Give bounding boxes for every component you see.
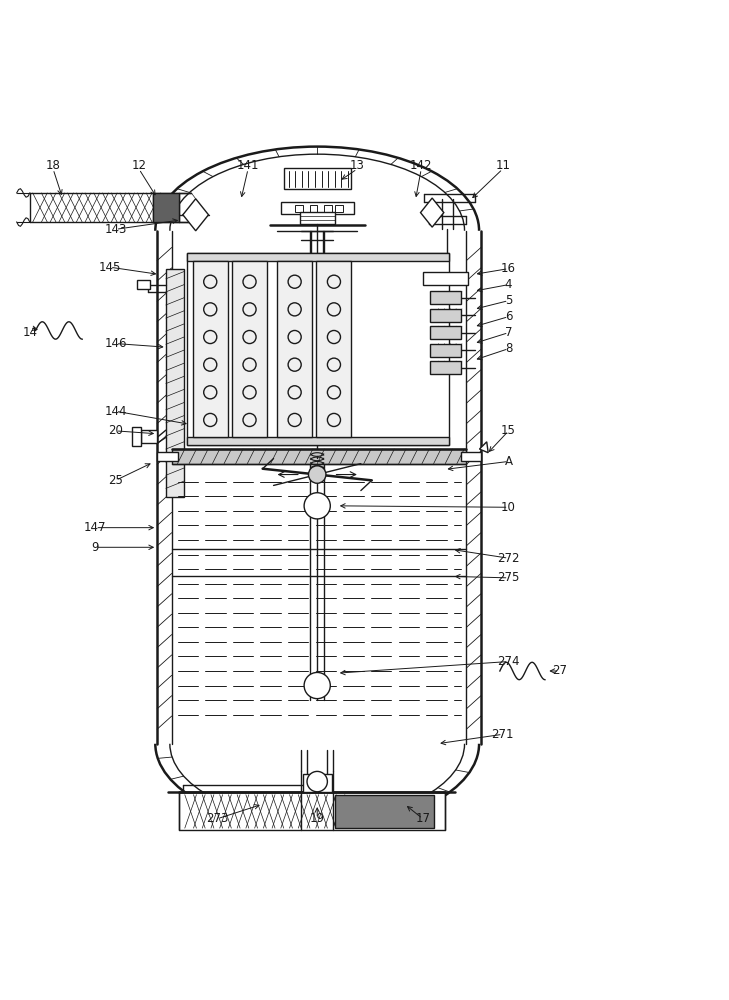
Text: 272: 272 bbox=[497, 552, 520, 565]
Text: 7: 7 bbox=[504, 326, 512, 339]
Bar bbox=[187, 253, 449, 445]
Bar bbox=[316, 261, 351, 437]
Bar bbox=[187, 437, 449, 445]
Bar bbox=[154, 193, 179, 222]
Text: 4: 4 bbox=[504, 278, 512, 291]
Text: 147: 147 bbox=[84, 521, 106, 534]
Text: 11: 11 bbox=[495, 159, 510, 172]
Bar bbox=[430, 309, 461, 322]
Text: 273: 273 bbox=[206, 812, 229, 825]
Circle shape bbox=[304, 672, 330, 699]
Bar bbox=[335, 205, 343, 212]
Text: 12: 12 bbox=[131, 159, 147, 172]
Circle shape bbox=[304, 493, 330, 519]
Text: 18: 18 bbox=[46, 159, 61, 172]
Bar bbox=[430, 361, 461, 374]
Text: 141: 141 bbox=[237, 159, 260, 172]
Text: 8: 8 bbox=[505, 342, 512, 355]
Bar bbox=[157, 452, 177, 461]
Text: 9: 9 bbox=[92, 541, 99, 554]
Text: 5: 5 bbox=[505, 294, 512, 307]
Text: 10: 10 bbox=[501, 501, 516, 514]
Text: 14: 14 bbox=[23, 326, 37, 339]
Text: 15: 15 bbox=[501, 424, 516, 437]
Bar bbox=[187, 253, 449, 261]
Text: 274: 274 bbox=[497, 655, 520, 668]
Text: A: A bbox=[504, 455, 512, 468]
Bar bbox=[179, 792, 445, 830]
Bar bbox=[324, 205, 332, 212]
Bar bbox=[300, 212, 335, 224]
Bar bbox=[423, 272, 468, 285]
Text: 20: 20 bbox=[108, 424, 123, 437]
Text: 146: 146 bbox=[104, 337, 127, 350]
Text: 19: 19 bbox=[310, 812, 324, 825]
Text: 6: 6 bbox=[504, 310, 512, 323]
Bar bbox=[132, 427, 141, 446]
Bar bbox=[137, 280, 150, 289]
Circle shape bbox=[308, 466, 326, 483]
Bar bbox=[295, 205, 303, 212]
Bar bbox=[310, 205, 317, 212]
Bar bbox=[430, 344, 461, 357]
Bar bbox=[141, 430, 157, 443]
Bar bbox=[277, 261, 312, 437]
Text: 142: 142 bbox=[410, 159, 432, 172]
Bar bbox=[303, 774, 332, 792]
Bar bbox=[430, 326, 461, 339]
Text: 17: 17 bbox=[416, 812, 430, 825]
Text: 145: 145 bbox=[98, 261, 121, 274]
Text: 25: 25 bbox=[108, 474, 123, 487]
Bar bbox=[281, 202, 354, 214]
Bar bbox=[461, 452, 481, 461]
Bar bbox=[172, 449, 467, 464]
Text: 271: 271 bbox=[491, 728, 514, 741]
Bar bbox=[232, 261, 267, 437]
Bar bbox=[430, 291, 461, 304]
Bar bbox=[284, 168, 351, 189]
Bar bbox=[192, 261, 227, 437]
Bar bbox=[166, 269, 184, 497]
Text: 16: 16 bbox=[501, 262, 516, 275]
Circle shape bbox=[307, 771, 327, 792]
Text: 27: 27 bbox=[552, 664, 567, 677]
Text: 13: 13 bbox=[350, 159, 364, 172]
Polygon shape bbox=[480, 442, 488, 453]
Text: 144: 144 bbox=[104, 405, 127, 418]
Bar bbox=[335, 795, 434, 828]
Polygon shape bbox=[183, 199, 208, 231]
Text: 275: 275 bbox=[497, 571, 520, 584]
Text: 143: 143 bbox=[104, 223, 127, 236]
Polygon shape bbox=[421, 198, 444, 227]
